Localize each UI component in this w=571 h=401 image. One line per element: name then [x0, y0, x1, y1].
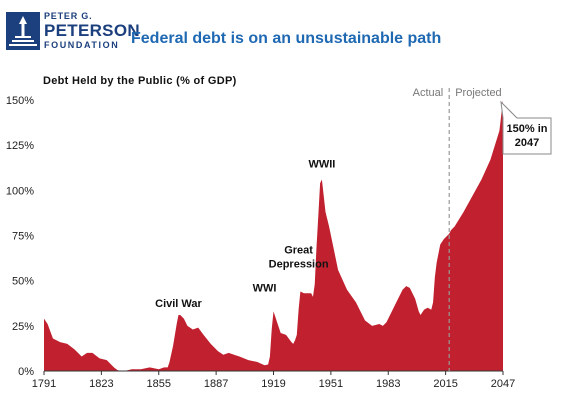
- y-tick-label: 125%: [6, 140, 34, 152]
- event-annotation: WWII: [308, 158, 335, 170]
- foundation-logo: PETER G. PETERSON FOUNDATION: [6, 10, 140, 54]
- x-tick-label: 1823: [89, 378, 113, 390]
- x-tick-label: 2015: [433, 378, 457, 390]
- event-annotation: WWI: [253, 282, 277, 294]
- callout-text-line: 150% in: [507, 123, 548, 135]
- page-title: Federal debt is on an unsustainable path: [131, 30, 442, 47]
- peterson-foundation-logo-icon: [6, 12, 40, 50]
- y-tick-label: 100%: [6, 185, 34, 197]
- event-annotation: Civil War: [155, 298, 202, 310]
- event-annotation: Depression: [269, 259, 329, 271]
- area-layer: [44, 100, 503, 371]
- x-tick-label: 2047: [491, 378, 515, 390]
- x-tick-label: 1919: [261, 378, 285, 390]
- callout-text-line: 2047: [515, 137, 539, 149]
- logo-wordmark: PETER G. PETERSON FOUNDATION: [44, 10, 140, 50]
- x-tick-label: 1983: [376, 378, 400, 390]
- axis-layer: 0% 25% 50% 75% 100% 125% 150% 1791 1823 1855 1887 1…: [6, 95, 515, 390]
- y-tick-label: 50%: [12, 276, 34, 288]
- y-tick-label: 75%: [12, 231, 34, 243]
- y-tick-label: 150%: [6, 95, 34, 107]
- header: PETER G. PETERSON FOUNDATION Federal deb…: [0, 0, 571, 62]
- logo-line-3: FOUNDATION: [44, 40, 120, 50]
- label-layer: Actual Projected Civil War WWI Great Depressi…: [155, 87, 552, 371]
- actual-label: Actual: [413, 87, 444, 99]
- chart-title: Debt Held by the Public (% of GDP): [43, 75, 237, 87]
- logo-line-1: PETER G.: [44, 11, 93, 21]
- y-tick-label: 0%: [18, 366, 34, 378]
- callout-box: [500, 100, 552, 155]
- x-tick-label: 1791: [32, 378, 56, 390]
- x-tick-label: 1855: [147, 378, 171, 390]
- x-tick-label: 1887: [204, 378, 228, 390]
- x-tick-label: 1951: [319, 378, 343, 390]
- projected-label: Projected: [455, 87, 501, 99]
- y-tick-label: 25%: [12, 321, 34, 333]
- debt-area-series: [44, 100, 503, 371]
- event-annotation: Great: [284, 245, 313, 257]
- logo-line-2: PETERSON: [44, 21, 140, 40]
